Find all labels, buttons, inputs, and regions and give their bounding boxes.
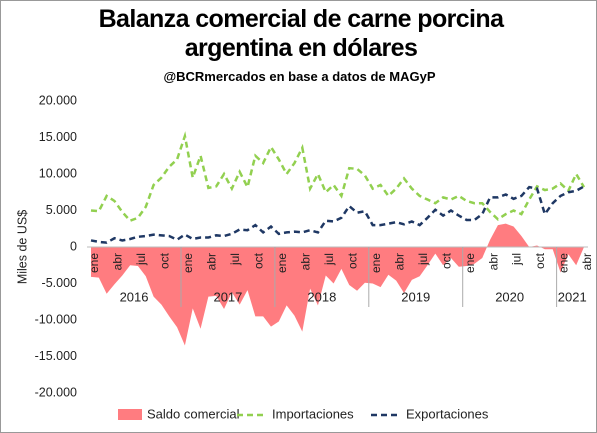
y-tick-label: 15.000 — [39, 130, 77, 144]
x-tick-label: oct — [439, 252, 453, 269]
x-tick-label: abr — [111, 253, 125, 270]
chart-title: Balanza comercial de carne porcina argen… — [98, 5, 504, 62]
x-tick-label: oct — [533, 252, 547, 269]
x-tick-label: abr — [298, 253, 312, 270]
legend-label: Importaciones — [272, 406, 354, 421]
line — [90, 131, 586, 223]
x-tick-label: ene — [557, 253, 571, 273]
year-label: 2017 — [213, 289, 242, 304]
x-tick-label: oct — [345, 252, 359, 269]
x-tick-label: jul — [322, 253, 336, 266]
x-tick-label: ene — [369, 253, 383, 273]
chart-subtitle: @BCRmercados en base a datos de MAGyP — [163, 69, 436, 84]
y-tick-label: -15.000 — [35, 349, 77, 363]
year-label: 2016 — [120, 289, 149, 304]
x-tick-label: jul — [228, 253, 242, 266]
x-tick-label: abr — [486, 253, 500, 270]
area — [91, 223, 584, 346]
y-tick-label: -5.000 — [42, 276, 77, 290]
x-tick-label: ene — [275, 253, 289, 273]
x-tick-label: jul — [510, 253, 524, 266]
legend-swatch — [118, 409, 142, 420]
legend-label: Exportaciones — [406, 406, 489, 421]
year-label: 2020 — [495, 289, 524, 304]
y-tick-label: -10.000 — [35, 312, 77, 326]
x-tick-label: jul — [134, 253, 148, 266]
x-tick-label: oct — [252, 252, 266, 269]
y-tick-label: 0 — [70, 239, 77, 253]
x-tick-label: oct — [158, 252, 172, 269]
y-tick-label: 5.000 — [46, 203, 77, 217]
y-tick-label: 10.000 — [39, 166, 77, 180]
year-label: 2019 — [401, 289, 430, 304]
x-tick-label: ene — [181, 253, 195, 273]
legend-label: Saldo comercial — [147, 406, 240, 421]
x-tick-label: abr — [205, 253, 219, 270]
y-tick-label: 20.000 — [39, 93, 77, 107]
x-tick-label: abr — [392, 253, 406, 270]
y-axis-label: Miles de US$ — [15, 210, 29, 284]
year-label: 2021 — [558, 289, 587, 304]
year-label: 2018 — [307, 289, 336, 304]
x-tick-label: abr — [580, 253, 594, 270]
x-tick-label: ene — [463, 253, 477, 273]
y-tick-label: -20.000 — [35, 385, 77, 399]
line — [90, 185, 585, 244]
x-tick-label: ene — [87, 253, 101, 273]
x-tick-label: jul — [416, 253, 430, 266]
